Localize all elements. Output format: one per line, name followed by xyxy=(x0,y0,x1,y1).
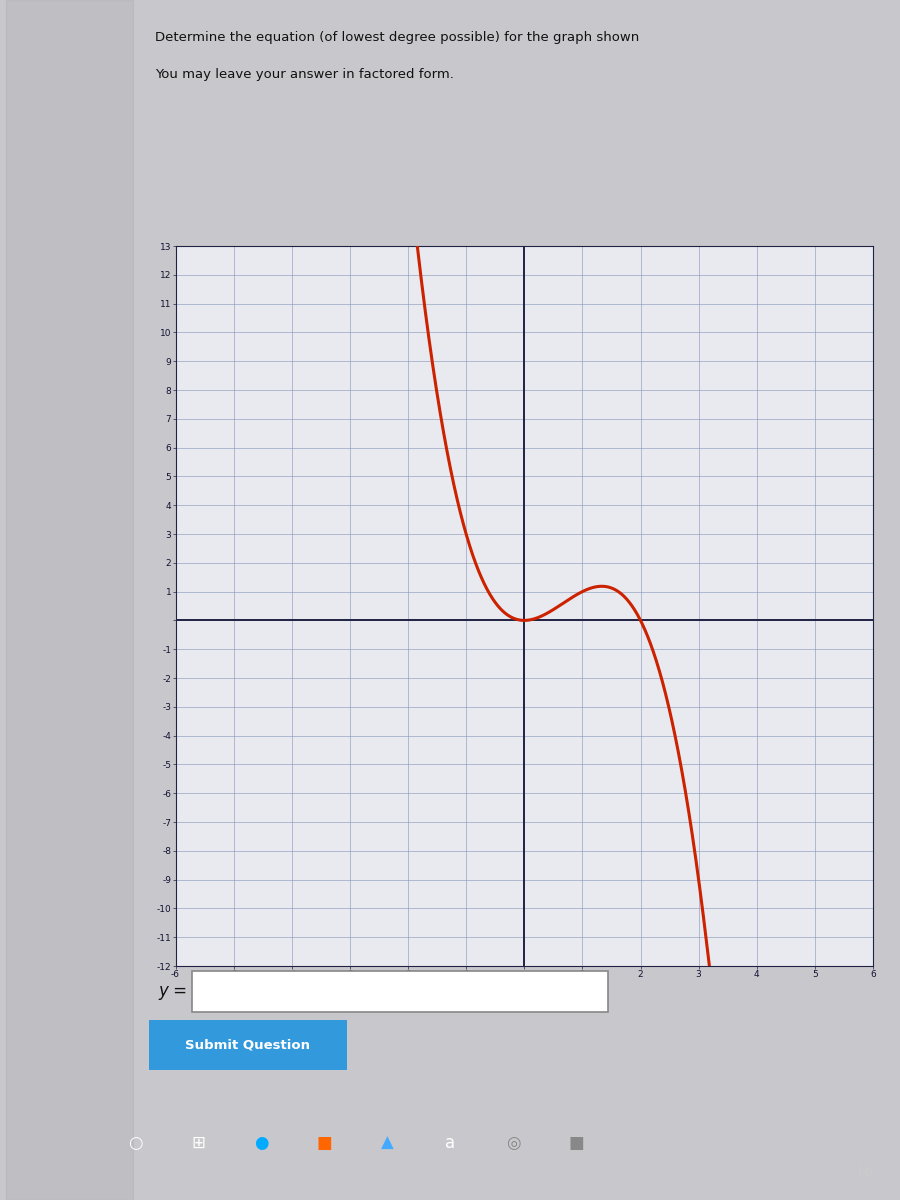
Text: ■: ■ xyxy=(316,1134,332,1152)
Text: You may leave your answer in factored form.: You may leave your answer in factored fo… xyxy=(155,68,454,80)
Text: ⊞: ⊞ xyxy=(191,1134,205,1152)
FancyBboxPatch shape xyxy=(193,971,608,1012)
Text: ▲: ▲ xyxy=(381,1134,393,1152)
Text: Submit Question: Submit Question xyxy=(185,1039,310,1051)
Text: ■: ■ xyxy=(568,1134,584,1152)
Text: y =: y = xyxy=(158,982,187,1001)
Text: hp: hp xyxy=(857,1165,873,1178)
Text: Determine the equation (of lowest degree possible) for the graph shown: Determine the equation (of lowest degree… xyxy=(155,31,639,44)
Text: a: a xyxy=(445,1134,455,1152)
Text: ●: ● xyxy=(254,1134,268,1152)
FancyBboxPatch shape xyxy=(140,1018,355,1073)
Text: ○: ○ xyxy=(128,1134,142,1152)
Text: ◎: ◎ xyxy=(506,1134,520,1152)
